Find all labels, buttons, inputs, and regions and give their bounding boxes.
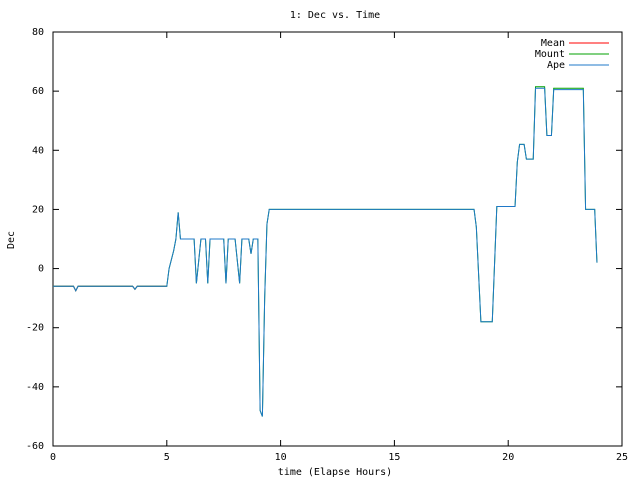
y-tick-label: 60 bbox=[32, 86, 44, 97]
y-tick-label: 80 bbox=[32, 27, 44, 38]
y-tick-label: 0 bbox=[38, 264, 44, 275]
y-tick-label: -60 bbox=[26, 441, 44, 452]
y-tick-label: 20 bbox=[32, 204, 44, 215]
plot-frame bbox=[52, 31, 623, 447]
series-line bbox=[53, 285, 167, 292]
legend-label: Ape bbox=[547, 60, 565, 71]
series-line bbox=[53, 87, 598, 417]
x-tick-label: 10 bbox=[275, 452, 287, 463]
y-axis-label: Dec bbox=[6, 231, 17, 249]
x-tick-label: 15 bbox=[388, 452, 400, 463]
chart-title: 1: Dec vs. Time bbox=[290, 10, 380, 21]
y-tick-label: -40 bbox=[26, 382, 44, 393]
y-tick-label: 40 bbox=[32, 145, 44, 156]
series-line bbox=[53, 86, 598, 417]
x-tick-label: 0 bbox=[50, 452, 56, 463]
x-axis-label: time (Elapse Hours) bbox=[278, 467, 392, 478]
legend-label: Mount bbox=[535, 49, 565, 60]
x-tick-label: 25 bbox=[616, 452, 628, 463]
x-tick-label: 20 bbox=[502, 452, 514, 463]
legend-label: Mean bbox=[541, 38, 565, 49]
x-tick-label: 5 bbox=[164, 452, 170, 463]
y-tick-label: -20 bbox=[26, 323, 44, 334]
